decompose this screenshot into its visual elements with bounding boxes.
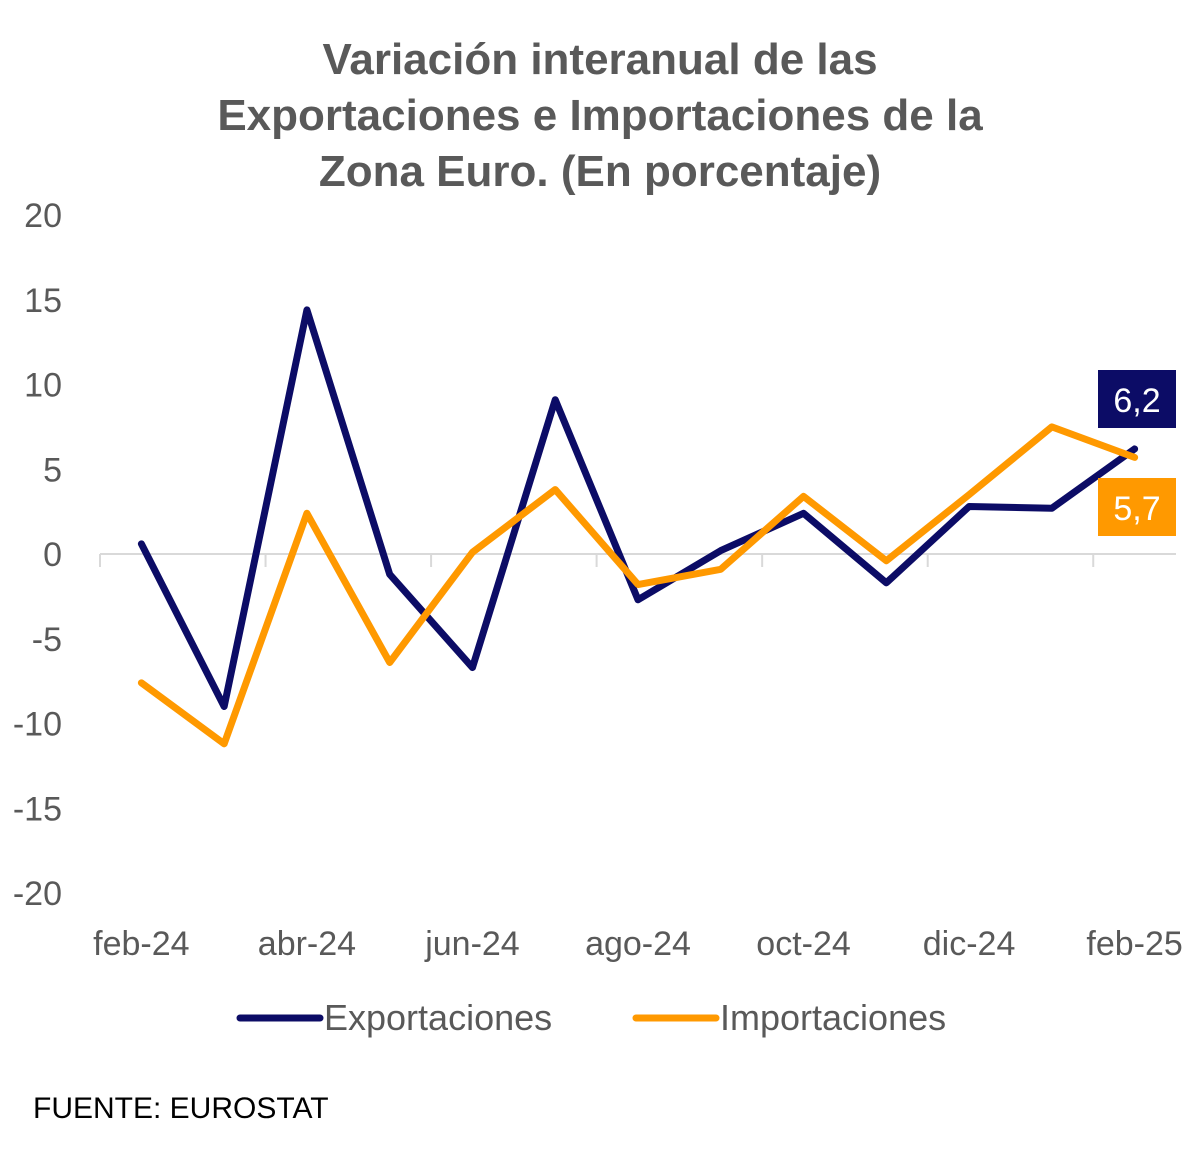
series-line-importaciones (137, 423, 1139, 748)
series-line-exportaciones (137, 306, 1139, 711)
x-tick-label: dic-24 (923, 925, 1016, 963)
x-tick-label: abr-24 (258, 925, 356, 963)
source-note: FUENTE: EUROSTAT (33, 1092, 329, 1125)
x-tick-label: oct-24 (756, 925, 851, 963)
x-tick-label: feb-24 (93, 925, 189, 963)
title-line: Variación interanual de las (322, 35, 878, 84)
y-tick-label: 15 (24, 282, 62, 320)
y-tick-label: 10 (24, 367, 62, 405)
title-line: Exportaciones e Importaciones de la (217, 91, 983, 140)
chart-title: Variación interanual de las Exportacione… (0, 32, 1200, 200)
x-tick-label: feb-25 (1086, 925, 1182, 963)
y-tick-label: -20 (13, 875, 62, 913)
y-tick-label: 0 (43, 536, 62, 574)
y-tick-label: 5 (43, 451, 62, 489)
end-label-box (1098, 478, 1176, 536)
end-label-box (1098, 370, 1176, 428)
y-tick-label: 20 (24, 197, 62, 235)
legend-label: Exportaciones (324, 997, 552, 1038)
end-value-label: 6,2 (1113, 382, 1160, 420)
y-tick-label: -15 (13, 790, 62, 828)
x-tick-label: ago-24 (585, 925, 691, 963)
end-value-label: 5,7 (1113, 490, 1160, 528)
x-tick-label: jun-24 (424, 925, 520, 963)
y-tick-label: -5 (32, 621, 62, 659)
y-tick-label: -10 (13, 706, 62, 744)
legend-label: Importaciones (720, 997, 946, 1038)
title-line: Zona Euro. (En porcentaje) (318, 147, 882, 196)
